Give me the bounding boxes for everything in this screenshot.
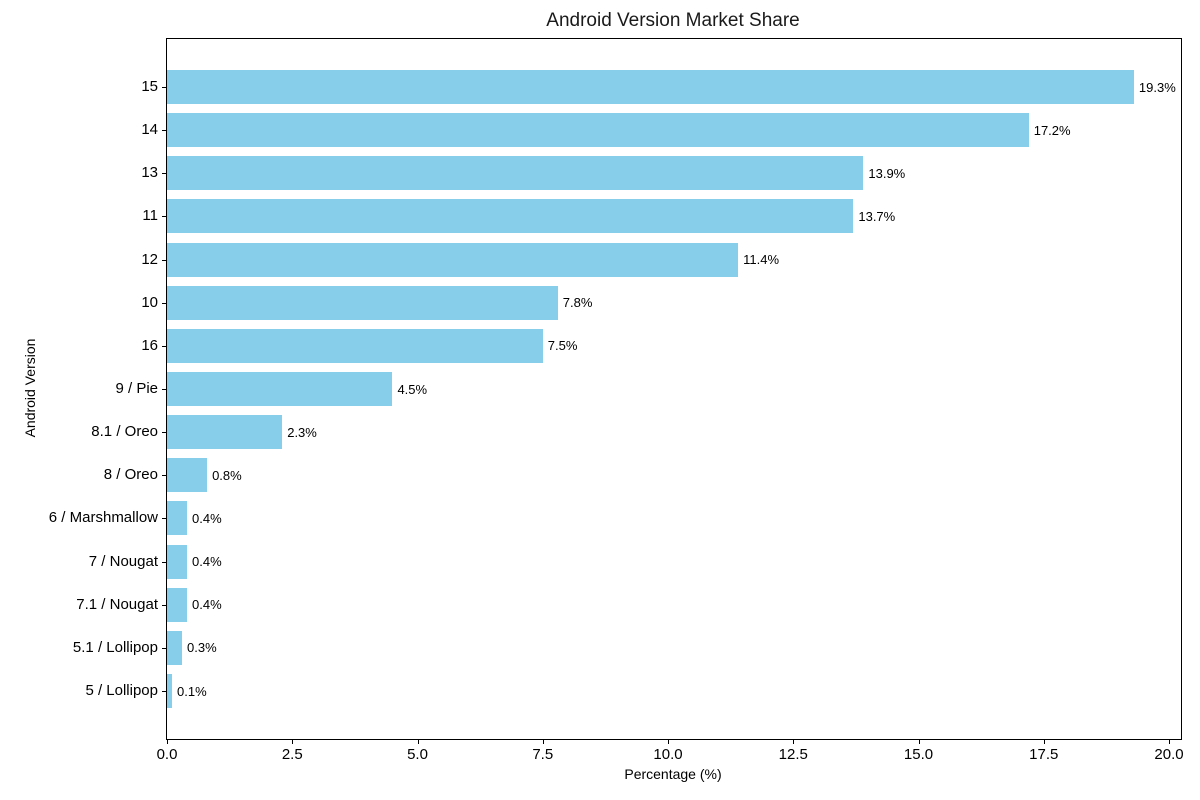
bar-value-label: 0.8% — [212, 467, 242, 483]
y-tick-label: 13 — [141, 164, 158, 182]
bar-value-label: 17.2% — [1033, 122, 1071, 138]
y-tick-mark — [162, 604, 167, 606]
x-tick-label: 0.0 — [156, 746, 178, 763]
y-tick-mark — [162, 173, 167, 175]
bar — [167, 328, 543, 363]
bar-value-label: 0.4% — [192, 597, 222, 613]
y-tick-mark — [162, 216, 167, 218]
bar — [167, 372, 393, 406]
bar — [167, 415, 283, 450]
y-tick-label: 11 — [142, 207, 158, 225]
x-tick-label: 20.0 — [1154, 746, 1184, 763]
bar-value-label: 11.4% — [743, 252, 780, 268]
y-tick-mark — [162, 432, 167, 434]
bar-value-label: 19.3% — [1138, 79, 1176, 95]
y-tick-label: 16 — [141, 336, 158, 354]
bar — [167, 458, 208, 493]
y-tick-mark — [162, 345, 167, 347]
y-tick-label: 14 — [141, 121, 158, 139]
x-tick-label: 10.0 — [653, 746, 683, 763]
y-tick-label: 15 — [141, 78, 158, 95]
bar-value-label: 2.3% — [287, 424, 317, 440]
bar — [167, 199, 854, 234]
bar — [167, 544, 188, 579]
x-tick-mark — [542, 739, 544, 744]
y-tick-label: 9 / Pie — [115, 380, 158, 397]
x-tick-label: 7.5 — [532, 746, 554, 763]
y-tick-mark — [162, 302, 167, 304]
y-tick-mark — [162, 518, 167, 520]
x-tick-mark — [668, 739, 669, 744]
x-tick-label: 12.5 — [778, 746, 808, 763]
bar-value-label: 13.9% — [868, 165, 906, 181]
x-tick-mark — [1043, 739, 1045, 744]
y-tick-mark — [162, 561, 167, 563]
x-tick-mark — [918, 739, 920, 744]
bar — [167, 674, 172, 708]
y-tick-label: 6 / Marshmallow — [48, 509, 158, 527]
bar-value-label: 0.1% — [177, 683, 207, 699]
bar — [167, 242, 739, 277]
y-tick-label: 8.1 / Oreo — [91, 423, 158, 441]
y-tick-label: 5 / Lollipop — [85, 682, 158, 699]
y-tick-mark — [162, 647, 167, 649]
x-tick-mark — [417, 739, 419, 744]
chart-title: Android Version Market Share — [546, 10, 800, 31]
y-tick-label: 5.1 / Lollipop — [72, 638, 158, 656]
y-tick-mark — [162, 87, 167, 88]
bar — [167, 501, 188, 536]
bar — [167, 285, 558, 320]
bar-value-label: 0.4% — [192, 510, 222, 526]
bar — [167, 156, 864, 191]
bar-value-label: 0.4% — [192, 554, 222, 570]
x-tick-mark — [793, 739, 795, 744]
x-tick-mark — [1169, 739, 1170, 744]
x-tick-label: 17.5 — [1029, 746, 1059, 763]
y-tick-mark — [162, 691, 167, 692]
bar-value-label: 0.3% — [187, 640, 217, 656]
y-tick-mark — [162, 475, 167, 477]
plot-area: 19.3% 17.2% 13.9% 13.7% 11.4% 7.8% 7.5% 4.5% 2.3… — [49, 38, 1184, 763]
y-tick-label: 7.1 / Nougat — [76, 595, 158, 613]
y-tick-mark — [162, 259, 167, 261]
x-axis-label: Percentage (%) — [624, 766, 722, 782]
bar — [167, 113, 1029, 148]
x-tick-mark — [167, 739, 168, 744]
y-tick-mark — [162, 389, 167, 390]
y-tick-label: 8 / Oreo — [103, 466, 158, 484]
bar — [167, 70, 1134, 104]
y-tick-label: 10 — [141, 293, 158, 311]
bar-value-label: 13.7% — [858, 208, 896, 224]
y-tick-mark — [162, 130, 167, 132]
x-tick-mark — [292, 739, 294, 744]
bar-value-label: 7.8% — [562, 295, 593, 311]
bar-value-label: 7.5% — [547, 338, 578, 354]
y-tick-label: 12 — [141, 250, 158, 268]
x-tick-label: 5.0 — [407, 746, 428, 763]
bar — [167, 630, 183, 665]
x-tick-label: 15.0 — [903, 746, 934, 763]
bar-value-label: 4.5% — [397, 381, 428, 397]
x-tick-label: 2.5 — [281, 746, 303, 763]
y-tick-label: 7 / Nougat — [88, 552, 158, 570]
bar — [167, 587, 188, 622]
